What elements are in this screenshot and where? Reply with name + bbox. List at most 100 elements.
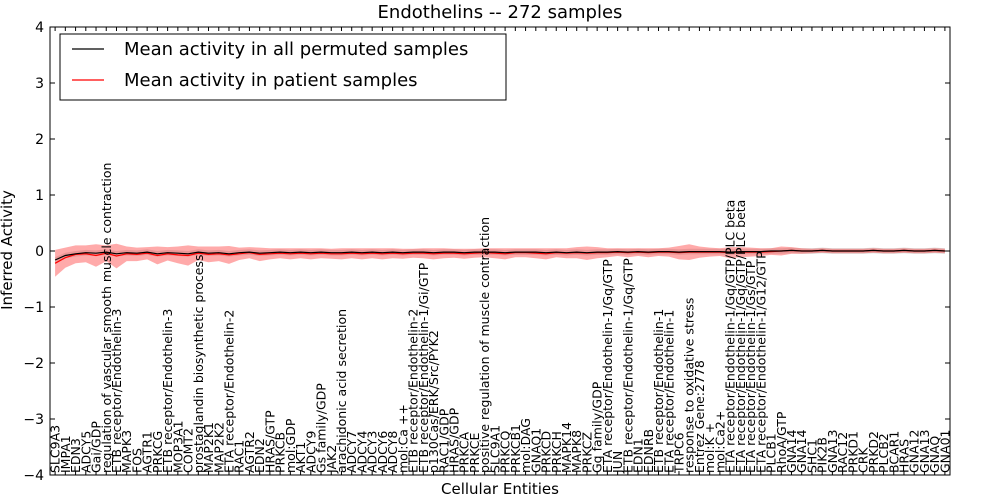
x-tick-label: HRAS/GDP: [447, 407, 462, 473]
x-tick-label: HRAS: [897, 439, 912, 473]
legend-entry-label: Mean activity in all permuted samples: [124, 39, 468, 60]
x-tick-label: ETB receptor/Endothelin-1: [651, 309, 666, 473]
x-tick-label: ADCY6: [375, 431, 390, 473]
x-tick-label: PRKCD: [539, 431, 554, 473]
x-tick-label: ETA receptor/Endothelin-1: [661, 310, 676, 473]
x-tick-label: ETB receptor/Endothelin-1/Gi/GTP: [416, 262, 431, 473]
x-tick-label: SLC9A3: [48, 425, 63, 473]
x-tick-label: arachidonic acid secretion: [334, 309, 349, 473]
y-tick-label: −1: [23, 300, 44, 316]
x-tick-label: ETA receptor/Endothelin-1/Gq/GTP/PLC bet…: [733, 200, 748, 473]
x-tick-label: EDN3: [68, 438, 83, 473]
x-tick-label: Gq family/GDP: [590, 381, 605, 473]
x-tick-label: TRPC6: [672, 432, 687, 474]
x-tick-label: HRAS/GTP: [262, 410, 277, 473]
x-tick-label: ETA receptor/Endothelin-1/Gs/GTP: [743, 260, 758, 473]
x-tick-label: BCAR1: [886, 431, 901, 473]
x-tick-label: ETA receptor/Endothelin-2: [222, 310, 237, 473]
x-tick-label: RAC1: [232, 440, 247, 473]
x-tick-label: ETA receptor/Endothelin-1/G12/GTP: [753, 251, 768, 473]
x-axis-title: Cellular Entities: [441, 480, 559, 498]
chart-title: Endothelins -- 272 samples: [378, 2, 623, 23]
x-tick-label: MAPK14: [559, 422, 574, 473]
x-tick-label: CRK: [856, 447, 871, 473]
y-tick-label: 3: [35, 76, 44, 92]
x-tick-label: RAC12: [835, 432, 850, 473]
x-tick-label: JUN: [610, 451, 625, 474]
x-tick-label: FOS: [129, 448, 144, 473]
x-tick-label: EDN1: [631, 438, 646, 473]
x-tick-label: mol:GDP: [283, 418, 298, 473]
x-tick-label: MAPK3: [119, 430, 134, 473]
y-axis-title: Inferred Activity: [0, 190, 16, 310]
x-tick-label: IMPA1: [58, 435, 73, 473]
x-tick-label: ADCY4: [354, 431, 369, 473]
x-tick-label: ETB receptor/Endothelin-3: [109, 309, 124, 473]
x-tick-label: Gai/GDP: [89, 421, 104, 473]
x-tick-label: PIK2B: [815, 437, 830, 473]
x-tick-label: PRKCE: [467, 433, 482, 473]
x-tick-label: positive regulation of muscle contractio…: [477, 217, 492, 473]
x-tick-label: PLCB1: [764, 433, 779, 473]
x-tick-label: ETA receptor/Endothelin-1/Gq/GTP/PLC bet…: [723, 200, 738, 473]
x-tick-label: RhoA/GTP: [774, 411, 789, 473]
y-tick-label: −3: [23, 412, 44, 428]
x-tick-label: PRKD1: [845, 431, 860, 473]
x-tick-label: ETB receptor/Endothelin-2: [406, 309, 421, 473]
y-tick-label: −2: [23, 356, 44, 372]
x-tick-label: ETA receptor/Endothelin-1/Gq/GTP: [600, 259, 615, 473]
x-tick-label: AGTR1: [140, 431, 155, 473]
x-tick-label: EDNRB: [641, 429, 656, 473]
x-tick-label: PRKCA: [457, 432, 472, 473]
x-tick-label: AKT1: [293, 442, 308, 473]
x-tick-label: PLCB2: [876, 433, 891, 473]
x-tick-label: MOP3A1: [170, 420, 185, 473]
legend-entry-label: Mean activity in patient samples: [124, 70, 418, 91]
x-tick-label: RAC1/GDP: [436, 408, 451, 473]
x-tick-label: ETB receptor/Endothelin-3: [160, 309, 175, 473]
x-tick-label: PRKCG: [150, 431, 165, 473]
x-tick-label: MAP2K1: [201, 422, 216, 473]
plot-area: −4 −3 −2 −1 0 1 2 3 4 SLC9A3IMPA1EDN3ADCY5Gai/GDP…: [23, 20, 952, 484]
x-tick-label: MAP2K2: [211, 422, 226, 473]
x-tick-label: GNA13: [825, 430, 840, 474]
permuted-mean-line: [54, 249, 945, 261]
x-tick-label: Entrez Gene:2778: [692, 360, 707, 473]
x-tick-label: mol:K +: [702, 423, 717, 473]
x-tick-label: AGTR2: [242, 431, 257, 473]
x-tick-label: GNA14: [794, 429, 809, 473]
y-tick-label: 1: [35, 188, 44, 204]
x-tick-label: mol:Ca2+: [712, 411, 727, 473]
x-tick-label: response to oxidative stress: [682, 298, 697, 473]
x-tick-label: ADCY3: [365, 431, 380, 473]
legend-box: [59, 33, 507, 101]
x-tick-label: MAPK8: [569, 430, 584, 473]
x-tick-label: COMT2: [181, 428, 196, 473]
x-tick-label: p130Cas/ERK/Src/PYK2: [426, 330, 441, 473]
x-tick-label: GNA13: [917, 430, 932, 474]
x-tick-label: EDN2: [252, 438, 267, 473]
x-tick-label: PRKCB1: [508, 424, 523, 473]
x-tick-label: PRKCH: [549, 431, 564, 473]
y-tick-label: 0: [35, 244, 44, 260]
x-tick-label: PRKCB: [273, 432, 288, 473]
x-tick-label: mol:DAG: [518, 418, 533, 473]
x-tick-label: GNAQ: [927, 436, 942, 473]
x-tick-label: SLC9A1: [487, 425, 502, 473]
x-tick-label: mol:Ca ++: [395, 404, 410, 473]
y-tick-label: 4: [35, 20, 44, 36]
x-tick-label: GNA01: [937, 430, 952, 474]
legend: Mean activity in all permuted samples Mea…: [59, 33, 507, 101]
x-tick-label: GNAQ1: [528, 428, 543, 473]
x-tick-label: ADCY8: [385, 431, 400, 473]
x-tick-label: regulation of vascular smooth muscle con…: [99, 163, 114, 473]
y-tick-label: −4: [23, 468, 44, 484]
x-tick-label: ETB receptor/Endothelin-1/Gq/GTP: [620, 258, 635, 473]
x-tick-label: JAK2: [324, 445, 339, 474]
x-tick-label: ADCY5: [78, 431, 93, 473]
x-tick-label: ADCY9: [303, 431, 318, 473]
x-tick-label: SHC1: [804, 439, 819, 473]
x-tick-label: prostaglandin biosynthetic process: [191, 255, 206, 473]
x-tick-label: GNA14: [784, 429, 799, 473]
